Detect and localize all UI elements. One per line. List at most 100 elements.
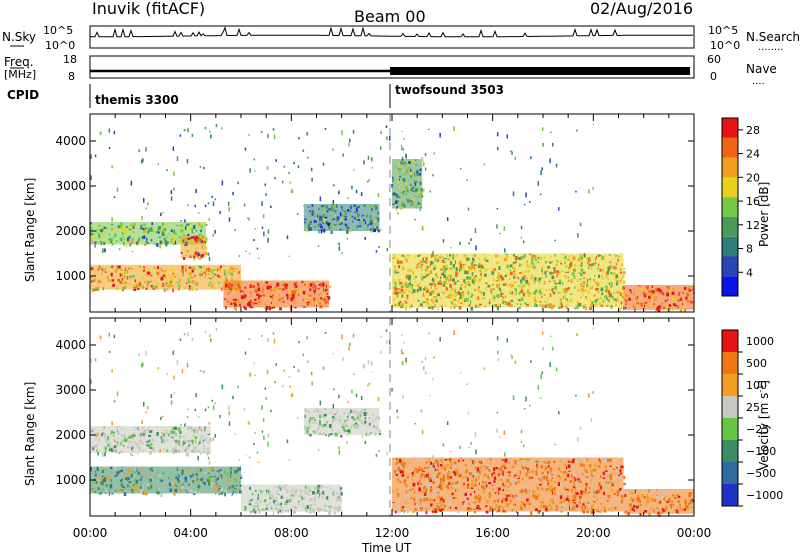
data-cell [615,282,618,286]
data-cell [461,283,463,287]
data-cell [201,269,203,273]
data-cell [535,495,539,500]
data-cell [132,225,135,229]
data-cell [443,499,445,503]
data-cell [102,287,104,291]
data-cell [230,488,232,490]
data-cell [95,287,97,289]
data-cell [433,462,436,465]
data-cell [161,230,164,235]
data-cell [214,433,216,438]
data-cell [525,192,527,198]
data-cell [579,278,582,280]
data-cell [172,238,175,243]
data-cell [679,506,681,510]
y-tick-label: 1000 [55,473,86,487]
data-cell [258,488,260,492]
data-cell [378,429,381,433]
data-cell [187,474,189,477]
data-cell [489,458,492,461]
data-cell [587,267,590,269]
data-cell [558,493,562,497]
data-cell [405,163,407,165]
data-cell [158,231,160,234]
data-cell [157,163,160,166]
data-cell [432,277,434,282]
data-cell [240,476,243,479]
data-cell [252,282,255,285]
data-cell [392,176,394,179]
data-cell [231,267,235,270]
data-cell [264,501,266,503]
data-cell [224,281,228,283]
data-cell [103,478,106,483]
data-cell [430,466,434,471]
data-cell [661,511,663,514]
data-cell [464,492,468,496]
data-cell [101,228,103,233]
data-cell [104,446,107,448]
data-cell [503,464,506,469]
data-cell [661,507,664,511]
data-cell [134,223,136,226]
data-cell [309,221,312,225]
data-cell [305,284,307,289]
data-cell [417,189,420,192]
data-cell [446,464,449,468]
data-cell [429,394,431,397]
data-cell [452,264,455,268]
data-cell [430,461,432,465]
data-cell [111,279,114,282]
data-cell [179,278,181,283]
data-cell [567,461,571,463]
data-cell [545,505,548,508]
data-cell [426,484,428,487]
data-cell [403,461,406,466]
data-cell [111,165,113,169]
data-cell [351,416,354,419]
data-cell [181,485,184,489]
data-cell [255,499,258,503]
data-cell [235,491,237,493]
data-cell [350,205,352,210]
data-cell [540,501,544,504]
data-cell [661,303,663,305]
data-cell [402,178,405,181]
time-axis-label: Time UT [361,541,412,554]
data-cell [670,505,673,509]
data-cell [236,476,238,480]
data-cell [598,274,600,278]
data-cell [453,282,456,285]
data-cell [161,440,164,442]
data-cell [489,298,491,303]
data-cell [523,275,526,278]
data-cell [219,415,221,418]
data-cell [392,278,394,283]
data-cell [477,264,481,268]
data-cell [171,482,174,486]
data-cell [374,418,378,420]
data-cell [99,229,103,232]
data-cell [319,196,322,202]
data-cell [399,291,401,294]
data-cell [452,471,455,474]
data-cell [147,230,150,234]
data-cell [184,481,188,483]
data-cell [157,474,160,477]
data-cell [221,127,223,130]
data-cell [429,270,432,275]
data-cell [321,220,323,223]
data-cell [332,199,335,205]
data-cell [170,229,174,233]
data-cell [644,510,647,513]
data-cell [199,166,202,168]
data-cell [423,474,427,478]
data-cell [98,492,102,495]
data-cell [479,303,482,306]
data-cell [209,438,212,442]
data-cell [687,300,689,302]
data-cell [324,305,327,307]
data-cell [606,483,609,486]
data-cell [181,369,184,374]
data-cell [400,192,402,194]
